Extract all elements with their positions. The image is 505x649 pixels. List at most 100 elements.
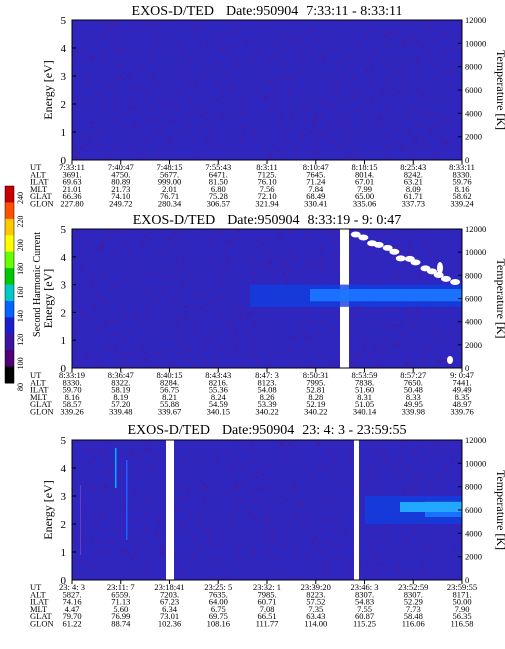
ephemeris-row-label: ALT — [30, 169, 47, 179]
ephemeris-value: 58.57 — [62, 399, 81, 409]
ephemeris-value: 60.87 — [355, 611, 374, 621]
ephemeris-value: 5.60 — [113, 604, 128, 614]
y2-tick-label: 4000 — [465, 108, 482, 118]
y-axis-right: 0 2000 4000 6000 8000 10000 12000 Temperature [… — [458, 15, 505, 165]
y2-axis-label: Temperature [K] — [494, 50, 505, 130]
ephemeris-value: 7:48:15 — [157, 162, 183, 172]
colorbar-tick-label: 220 — [16, 216, 25, 228]
panel-title: EXOS-D/TED Date:950904 23: 4: 3 - 23:59:55 — [128, 423, 407, 438]
ephemeris-value: 54.83 — [355, 597, 374, 607]
ephemeris-value: 8216. — [209, 377, 228, 387]
y2-tick-label: 0 — [465, 363, 469, 373]
ephemeris-value: 340.22 — [304, 407, 327, 417]
ephemeris-value: 306.57 — [207, 199, 230, 209]
ephemeris-value: 53.39 — [257, 399, 276, 409]
ephemeris-value: 8.19 — [113, 392, 128, 402]
ephemeris-value: 49.95 — [404, 399, 423, 409]
ephemeris-value: 21.01 — [62, 184, 81, 194]
ephemeris-value: 8171. — [452, 589, 471, 599]
y-tick-label: 3 — [61, 280, 67, 292]
y-axis-label: Energy [eV] — [41, 480, 55, 539]
colorbar-segment — [5, 317, 14, 335]
ephemeris-row-label: GLON — [30, 407, 54, 417]
y-tick-label: 0 — [61, 155, 67, 167]
ephemeris-value: 8:25:43 — [400, 162, 426, 172]
ephemeris-value: 57.52 — [306, 597, 325, 607]
y2-axis-label: Temperature [K] — [494, 258, 505, 338]
ephemeris-value: 75.28 — [209, 191, 228, 201]
ephemeris-value: 72.10 — [257, 191, 276, 201]
ephemeris-value: 23:39:20 — [301, 582, 331, 592]
ephemeris-row-label: ILAT — [30, 385, 49, 395]
ephemeris-table: UT 8:33:19 8:36:47 8:40:15 8:43:43 8:47: 3 8:5… — [30, 368, 474, 417]
y-tick-label: 3 — [61, 71, 67, 83]
ephemeris-value: 73.01 — [160, 611, 179, 621]
ephemeris-row-label: GLON — [30, 619, 54, 629]
panel-date: Date:950904 — [226, 4, 298, 19]
colorbar-tick-label: 80 — [16, 383, 25, 391]
y-axis-left: 0 1 2 3 4 5 Energy [eV] — [41, 224, 76, 375]
ephemeris-value: 55.36 — [209, 385, 228, 395]
colorbar-segment — [5, 186, 14, 203]
y-tick-label: 5 — [61, 224, 67, 236]
ephemeris-value: 330.41 — [304, 199, 327, 209]
ephemeris-value: 9: 0:47 — [450, 370, 474, 380]
y2-tick-label: 2000 — [465, 552, 482, 562]
colorbar-tick-label: 200 — [16, 239, 25, 251]
enhanced-band — [365, 496, 462, 524]
ephemeris-value: 8307. — [404, 589, 423, 599]
panel-2: EXOS-D/TED Date:950904 8:33:19 - 9: 0:47 0 1… — [30, 213, 505, 417]
ephemeris-value: 58.62 — [452, 191, 471, 201]
ephemeris-value: 50.48 — [404, 385, 423, 395]
ephemeris-value: 8.31 — [357, 392, 372, 402]
colorbar-segment — [5, 366, 14, 384]
ephemeris-value: 4.47 — [65, 604, 80, 614]
ephemeris-value: 6.80 — [211, 184, 226, 194]
ephemeris-value: 54.08 — [257, 385, 276, 395]
ephemeris-value: 64.00 — [209, 597, 228, 607]
ephemeris-value: 23:32: 1 — [253, 582, 281, 592]
ephemeris-value: 21.73 — [111, 184, 130, 194]
ephemeris-value: 63.21 — [404, 177, 423, 187]
ephemeris-value: 8014. — [355, 169, 374, 179]
ephemeris-value: 339.24 — [450, 199, 474, 209]
panel-3: EXOS-D/TED Date:950904 23: 4: 3 - 23:59:55… — [30, 423, 505, 629]
colorbar-segment — [5, 284, 14, 302]
ephemeris-value: 7.35 — [308, 604, 323, 614]
ephemeris-value: 7:55:43 — [205, 162, 231, 172]
ephemeris-value: 8:33:11 — [449, 162, 475, 172]
ephemeris-value: 249.72 — [109, 199, 132, 209]
colorbar-tick-label: 120 — [16, 334, 25, 346]
ephemeris-value: 7125. — [257, 169, 276, 179]
ephemeris-value: 7.99 — [357, 184, 372, 194]
panel-date: Date:950904 — [222, 423, 294, 438]
ephemeris-value: 61.22 — [62, 619, 81, 629]
y2-tick-label: 10000 — [465, 38, 486, 48]
y2-tick-label: 12000 — [465, 435, 486, 445]
ephemeris-value: 3691. — [62, 169, 81, 179]
ephemeris-value: 7.08 — [260, 604, 275, 614]
ephemeris-value: 5677. — [160, 169, 179, 179]
ephemeris-value: 6.34 — [162, 604, 178, 614]
y2-tick-label: 8000 — [465, 62, 482, 72]
ephemeris-value: 66.36 — [62, 191, 81, 201]
ephemeris-row-label: MLT — [30, 604, 48, 614]
ephemeris-row-label: MLT — [30, 184, 48, 194]
ephemeris-value: 116.58 — [450, 619, 473, 629]
ephemeris-value: 52.29 — [404, 597, 423, 607]
instrument-name: EXOS-D/TED — [128, 423, 210, 438]
ephemeris-value: 8242. — [404, 169, 423, 179]
ephemeris-value: 280.34 — [158, 199, 182, 209]
ephemeris-value: 108.16 — [207, 619, 230, 629]
ephemeris-value: 115.25 — [353, 619, 376, 629]
narrow-spikes — [80, 448, 128, 555]
ephemeris-value: 8:47: 3 — [255, 370, 279, 380]
colorbar-segment — [5, 350, 14, 368]
instrument-name: EXOS-D/TED — [133, 213, 215, 228]
ephemeris-value: 7650. — [404, 377, 423, 387]
ephemeris-value: 5827. — [62, 589, 81, 599]
ephemeris-value: 69.63 — [62, 177, 81, 187]
colorbar-label: Second Harmonic Current — [32, 232, 43, 337]
colorbar-segment — [5, 268, 14, 285]
ephemeris-value: 111.77 — [256, 619, 279, 629]
